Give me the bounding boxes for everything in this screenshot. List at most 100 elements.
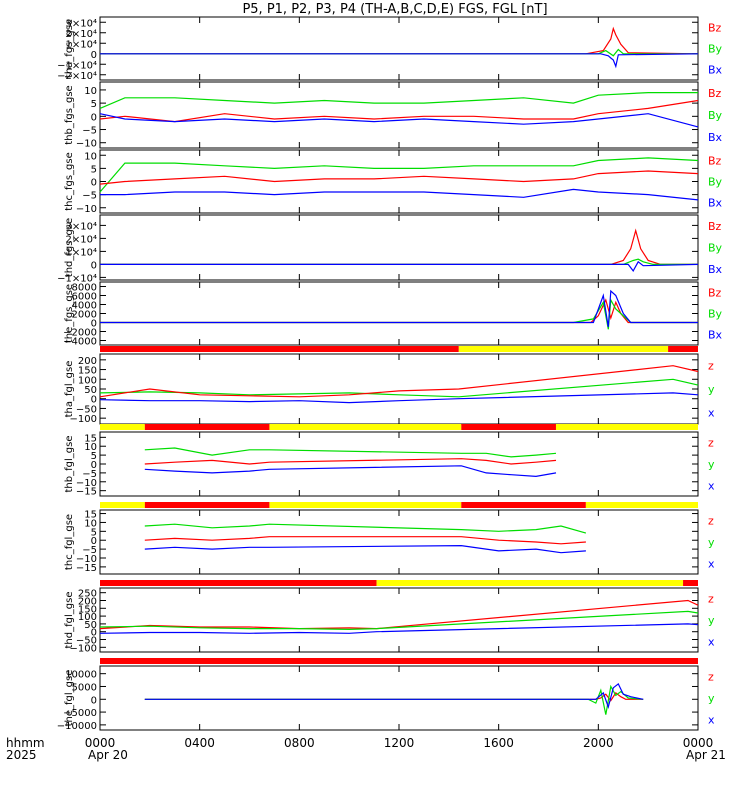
mode-bar-segment <box>668 346 698 352</box>
legend-entry: By <box>708 242 723 255</box>
panel-thb_fgs_gse <box>99 81 699 149</box>
y-tick-label: −100 <box>70 414 97 425</box>
series-line-By <box>100 48 698 57</box>
series-line-x <box>144 544 586 554</box>
series-line-Bx <box>100 260 699 272</box>
series-line-Bz <box>100 228 698 265</box>
mode-bar-segment <box>461 424 556 430</box>
legend-entry: y <box>708 383 715 396</box>
panel-frame <box>99 509 699 575</box>
series-line-By <box>99 91 698 109</box>
legend-entry: By <box>708 308 723 321</box>
mode-bar-segment <box>100 346 459 352</box>
legend-entry: y <box>708 692 715 705</box>
series-line-Bz <box>100 298 698 324</box>
panel-frame <box>99 281 699 346</box>
panel-thb_fgl_gse <box>99 424 699 497</box>
y-tick-label: 200 <box>78 596 97 607</box>
y-tick-label: 100 <box>78 375 97 386</box>
y-tick-label: −10000 <box>57 721 97 732</box>
footer-year: 2025 <box>6 748 37 762</box>
y-axis-label: the_fgs_gse <box>64 284 75 343</box>
mode-bar-segment <box>100 424 145 430</box>
legend-entry: y <box>708 536 715 549</box>
mode-bar-segment <box>269 502 462 508</box>
y-tick-label: −5 <box>82 469 97 480</box>
y-tick-label: 5 <box>91 164 97 175</box>
panel-frame <box>99 81 699 149</box>
y-tick-label: 250 <box>78 589 97 600</box>
y-tick-label: 1×10⁴ <box>66 247 97 258</box>
panel-frame <box>99 353 699 425</box>
y-axis-label: thc_fgs_gse <box>64 152 75 211</box>
series-line-x <box>99 392 699 404</box>
y-tick-label: 3×10⁴ <box>66 18 97 29</box>
y-tick-label: 200 <box>78 356 97 367</box>
panel-tha_fgs_gse <box>99 16 699 81</box>
legend-entry: By <box>708 109 723 122</box>
legend-entry: By <box>708 176 723 189</box>
series-line-z <box>144 536 586 545</box>
panel-thc_fgl_gse <box>99 502 699 575</box>
series-line-Bz <box>100 26 699 55</box>
panel-thc_fgs_gse <box>99 149 699 214</box>
y-axis-label: tha_fgl_gse <box>64 361 75 418</box>
y-axis-label: thd_fgl_gse <box>64 592 75 649</box>
y-tick-label: 6000 <box>72 292 97 303</box>
y-tick-label: 4000 <box>72 301 97 312</box>
y-tick-label: −2000 <box>63 328 97 339</box>
legend-entry: Bz <box>708 220 722 233</box>
chart-title: P5, P1, P2, P3, P4 (TH-A,B,C,D,E) FGS, F… <box>242 2 548 17</box>
y-tick-label: −100 <box>70 643 97 654</box>
legend-entry: z <box>708 671 714 684</box>
legend-entry: y <box>708 614 715 627</box>
mode-bar-segment <box>144 502 270 508</box>
y-tick-label: −10 <box>76 554 97 565</box>
y-tick-label: 150 <box>78 604 97 615</box>
series-line-y <box>144 447 557 458</box>
y-tick-label: −1×10⁴ <box>57 273 97 284</box>
panel-thd_fgs_gse <box>99 214 699 281</box>
panel-tha_fgl_gse <box>99 346 699 425</box>
y-tick-label: −15 <box>76 487 97 498</box>
y-tick-label: −1×10⁴ <box>57 60 97 71</box>
legend-entry: x <box>708 635 715 648</box>
x-tick-label: 0000 <box>683 736 714 750</box>
y-tick-label: −10 <box>76 478 97 489</box>
x-tick-label: 1600 <box>483 736 514 750</box>
series-line-y <box>99 610 699 631</box>
panel-frame <box>99 16 699 81</box>
series-line-Bx <box>99 113 699 128</box>
y-tick-label: −50 <box>76 404 97 415</box>
legend-entry: Bx <box>708 197 723 210</box>
y-tick-label: 15 <box>84 510 97 521</box>
legend-entry: x <box>708 406 715 419</box>
y-tick-label: −10 <box>76 139 97 150</box>
footer-hhmm: hhmm <box>6 736 45 750</box>
series-line-Bz <box>99 99 699 123</box>
legend-entry: x <box>708 557 715 570</box>
series-line-y <box>144 523 587 534</box>
legend-entry: y <box>708 458 715 471</box>
y-tick-label: 0 <box>91 536 97 547</box>
panel-thd_fgl_gse <box>99 580 699 653</box>
x-date-label: Apr 21 <box>686 748 726 762</box>
y-tick-label: −10 <box>76 204 97 215</box>
y-tick-label: 0 <box>91 319 97 330</box>
legend-entry: Bz <box>708 155 722 168</box>
x-tick-label: 0000 <box>85 736 116 750</box>
legend-entry: Bz <box>708 22 722 35</box>
y-tick-label: 8000 <box>72 283 97 294</box>
y-tick-label: −5 <box>82 191 97 202</box>
y-tick-label: 0 <box>91 260 97 271</box>
y-tick-label: 5 <box>91 527 97 538</box>
series-line-Bz <box>99 170 699 185</box>
legend-entry: z <box>708 515 714 528</box>
x-tick-label: 2000 <box>583 736 614 750</box>
y-tick-label: −5000 <box>63 708 97 719</box>
series-line-By <box>100 258 698 265</box>
y-tick-label: 10000 <box>65 670 97 681</box>
y-tick-label: 1×10⁴ <box>66 39 97 50</box>
y-tick-label: −15 <box>76 563 97 574</box>
y-tick-label: 10 <box>84 442 97 453</box>
